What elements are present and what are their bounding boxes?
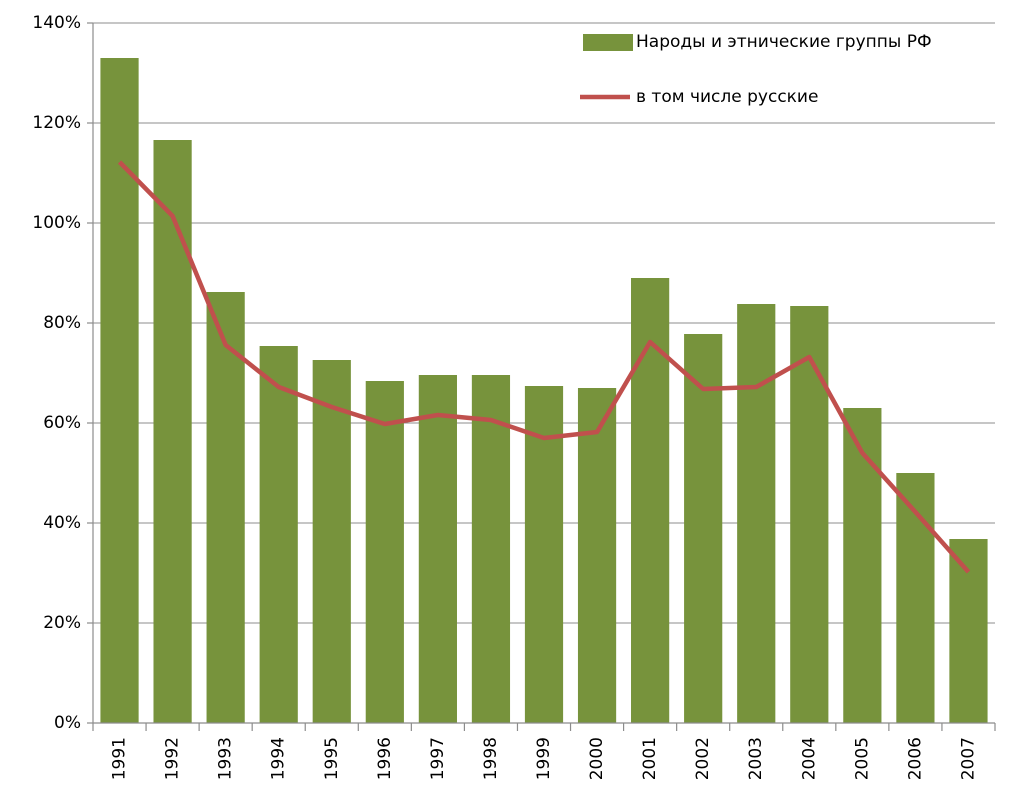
- bar: [259, 346, 298, 723]
- y-tick-label: 120%: [32, 113, 81, 133]
- bar: [206, 292, 245, 723]
- bar: [312, 360, 351, 723]
- x-tick-label: 2004: [799, 737, 819, 780]
- y-tick-label: 40%: [43, 513, 81, 533]
- line: [117, 160, 971, 574]
- y-tick-label: 100%: [32, 213, 81, 233]
- bar: [471, 375, 511, 723]
- bar: [949, 539, 988, 723]
- bar: [100, 58, 139, 723]
- x-tick-label: 2002: [693, 737, 713, 780]
- legend-swatch: [583, 34, 633, 51]
- bar: [418, 375, 457, 723]
- x-tick-label: 2001: [640, 737, 660, 780]
- bar: [843, 408, 882, 723]
- y-tick-label: 140%: [32, 13, 81, 33]
- y-tick-label: 20%: [43, 613, 81, 633]
- bar: [737, 304, 776, 723]
- bar: [684, 334, 723, 723]
- x-tick-label: 2007: [958, 737, 978, 780]
- bar: [524, 386, 564, 723]
- x-tick-label: 1997: [428, 737, 448, 780]
- y-tick-label: 60%: [43, 413, 81, 433]
- bar: [790, 306, 829, 723]
- y-tick-label: 0%: [54, 713, 81, 733]
- x-tick-label: 2006: [905, 737, 925, 780]
- x-tick-label: 1996: [375, 737, 395, 780]
- bar: [365, 381, 404, 723]
- x-tick-label: 1999: [534, 737, 554, 780]
- y-tick-label: 80%: [43, 313, 81, 333]
- x-tick-label: 2000: [587, 737, 607, 780]
- x-tick-label: 1992: [163, 737, 183, 780]
- bar: [153, 140, 192, 723]
- legend-label: в том числе русские: [636, 87, 818, 107]
- x-tick-label: 2003: [746, 737, 766, 780]
- x-tick-label: 1991: [110, 737, 130, 780]
- x-tick-label: 1993: [216, 737, 236, 780]
- x-tick-label: 1998: [481, 737, 501, 780]
- x-tick-label: 1995: [322, 737, 342, 780]
- x-tick-label: 1994: [269, 737, 289, 780]
- bar: [577, 388, 617, 723]
- legend-label: Народы и этнические группы РФ: [636, 32, 932, 52]
- x-tick-label: 2005: [852, 737, 872, 780]
